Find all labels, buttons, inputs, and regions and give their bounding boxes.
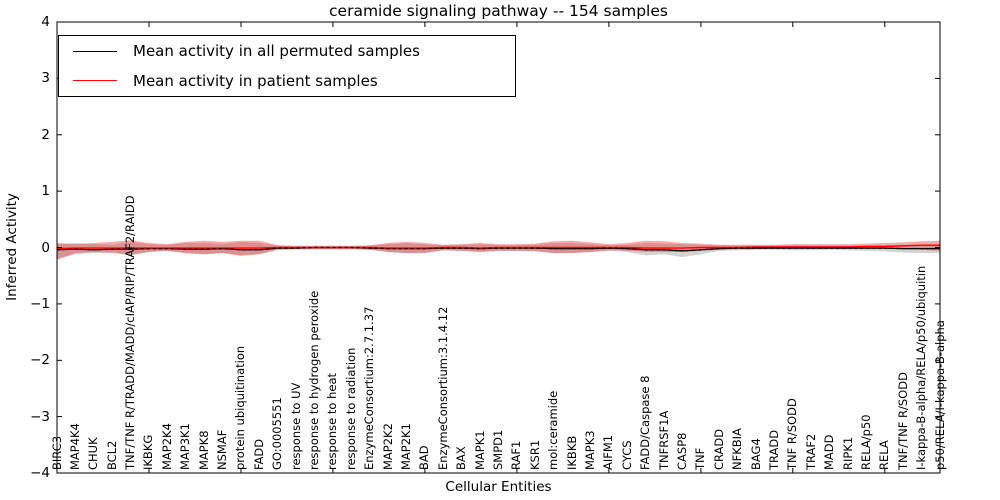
x-tick-label: MAP3K1: [178, 423, 193, 470]
x-tick-label: I-kappa-B-alpha/RELA/p50/ubiquitin: [914, 265, 929, 470]
x-tick-label: MAP2K1: [399, 423, 414, 470]
x-tick-label: BAD: [417, 445, 432, 470]
x-tick-label: SMPD1: [491, 429, 505, 470]
y-tick-label: 0: [41, 239, 50, 256]
x-tick-label: mol:ceramide: [546, 390, 561, 470]
x-tick-label: FADD: [251, 438, 266, 470]
x-tick-label: RAF1: [509, 440, 524, 470]
x-tick-label: protein ubiquitination: [233, 345, 248, 470]
y-tick-label: −3: [30, 408, 50, 425]
x-tick-label: TNF/TNF R/TRADD/MADD/cIAP/RIP/TRAF2/RAID…: [123, 195, 138, 470]
x-tick-label: MAP2K4: [159, 423, 174, 470]
legend-line-black-icon: [73, 50, 117, 52]
x-tick-label: MAP2K2: [380, 423, 395, 470]
x-tick-label: CYCS: [619, 440, 634, 470]
y-tick-label: 4: [41, 14, 50, 30]
chart-title: ceramide signaling pathway -- 154 sample…: [329, 2, 668, 20]
legend-label-patient: Mean activity in patient samples: [133, 71, 378, 90]
x-tick-label: response to heat: [325, 372, 340, 470]
x-tick-label: BIRC3: [49, 435, 64, 470]
x-tick-label: GO:0005551: [270, 397, 285, 470]
x-tick-label: BAX: [454, 446, 469, 470]
x-tick-label: CHUK: [86, 437, 101, 470]
x-tick-label: MAPK1: [472, 430, 487, 470]
x-tick-label: AIFM1: [601, 434, 616, 470]
legend: Mean activity in all permuted samples Me…: [58, 35, 516, 97]
x-tick-label: TNF R/SODD: [785, 398, 800, 470]
x-tick-label: response to hydrogen peroxide: [307, 290, 322, 470]
x-tick-label: MADD: [822, 434, 837, 471]
y-tick-label: 3: [41, 70, 50, 87]
y-tick-label: −2: [30, 352, 50, 369]
x-tick-label: TNFRSF1A: [656, 410, 671, 470]
x-tick-label: MAP4K4: [67, 423, 82, 470]
x-tick-label: NSMAF: [215, 429, 230, 470]
x-tick-label: RELA/p50: [858, 414, 873, 470]
patient-samples-std-band: [57, 240, 940, 260]
x-tick-label: FADD/Caspase 8: [638, 375, 653, 470]
x-tick-label: TNF: [693, 447, 708, 470]
x-tick-label: BAG4: [748, 438, 763, 470]
x-tick-label: EnzymeConsortium:3.1.4.12: [435, 306, 450, 470]
x-tick-label: p50/RELA/I-kappa-B-alpha: [932, 320, 947, 470]
x-tick-label: RIPK1: [840, 436, 855, 470]
x-tick-label: CASP8: [674, 432, 689, 470]
x-tick-label: TRAF2: [803, 433, 818, 470]
x-tick-label: NFKBIA: [730, 428, 745, 470]
x-tick-label: TRADD: [766, 429, 781, 470]
x-tick-label: response to radiation: [343, 347, 358, 470]
y-tick-label: −1: [30, 295, 50, 312]
legend-label-permuted: Mean activity in all permuted samples: [133, 42, 420, 61]
permuted-samples-std-band: [57, 241, 940, 259]
x-tick-label: EnzymeConsortium:2.7.1.37: [362, 306, 377, 470]
x-tick-label: TNF/TNF R/SODD: [895, 372, 910, 470]
x-tick-label: BCL2: [104, 440, 119, 470]
x-tick-label: MAPK3: [582, 430, 597, 470]
y-tick-label: 1: [41, 183, 50, 200]
x-tick-label: IKBKG: [141, 434, 156, 470]
x-tick-label: CRADD: [711, 428, 726, 470]
x-tick-label: MAPK8: [196, 430, 211, 470]
y-tick-label: −4: [30, 465, 50, 481]
x-tick-label: IKBKB: [564, 435, 579, 470]
patient-mean-line: [56, 244, 940, 250]
legend-item-permuted: Mean activity in all permuted samples: [59, 37, 515, 65]
x-tick-label: KSR1: [527, 439, 542, 470]
legend-item-patient: Mean activity in patient samples: [59, 67, 515, 95]
x-tick-label: RELA: [877, 440, 892, 470]
x-tick-label: response to UV: [288, 382, 303, 470]
y-tick-label: 2: [41, 126, 50, 143]
x-axis-label: Cellular Entities: [445, 479, 552, 495]
legend-line-red-icon: [73, 80, 117, 82]
